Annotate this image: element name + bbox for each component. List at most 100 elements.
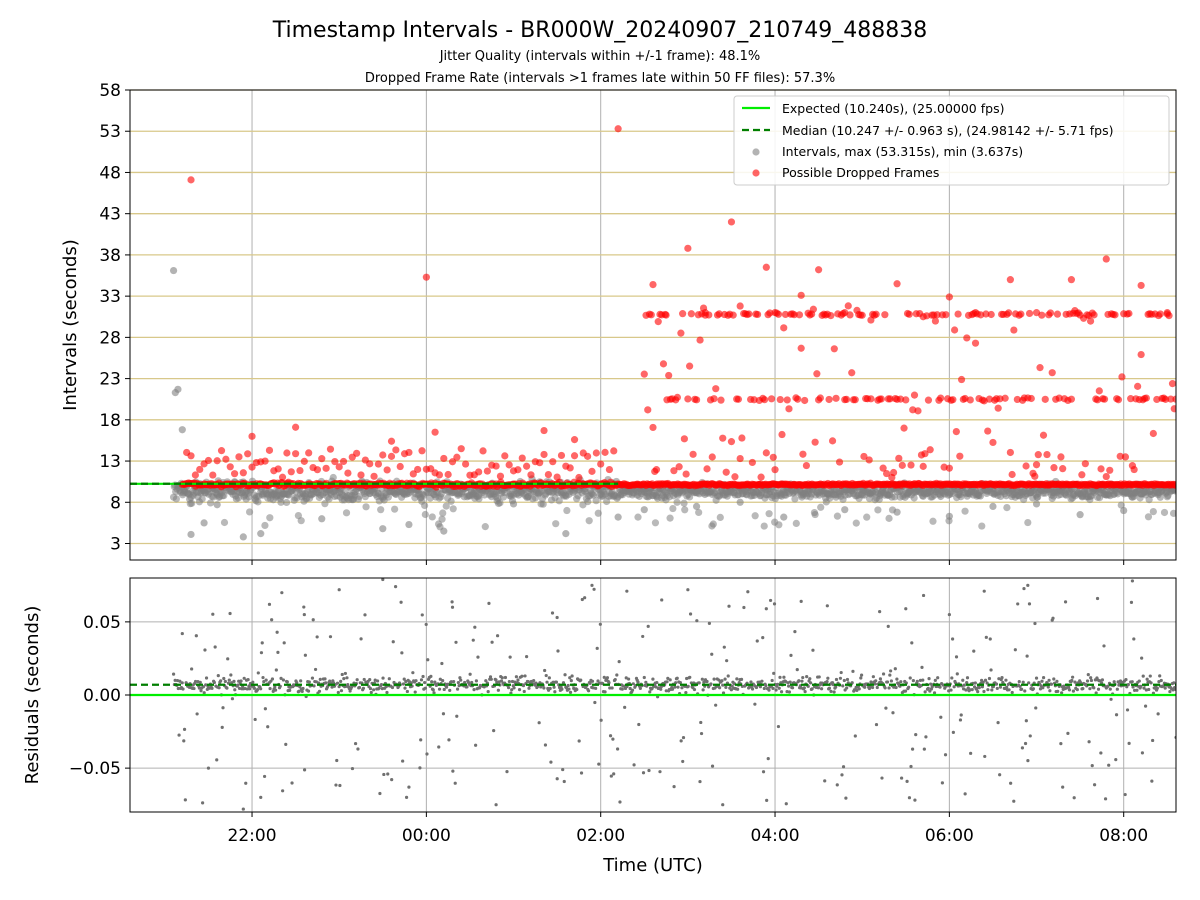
- residual-point: [455, 714, 459, 718]
- residual-point: [602, 675, 606, 679]
- dropped-point: [1102, 255, 1110, 263]
- interval-point: [614, 513, 622, 521]
- dropped-point: [1095, 387, 1103, 395]
- residual-point: [588, 681, 592, 685]
- residual-point: [881, 672, 886, 676]
- residuals-y-tick-label: −0.05: [69, 759, 121, 779]
- residual-point: [913, 798, 917, 802]
- residual-point: [1126, 683, 1130, 687]
- residual-point: [673, 685, 677, 689]
- residual-point: [256, 671, 260, 675]
- dropped-point: [762, 449, 770, 457]
- interval-point: [1144, 513, 1153, 521]
- dropped-point: [865, 456, 873, 464]
- residual-point: [1173, 687, 1176, 691]
- dropped-point: [387, 452, 396, 460]
- dropped-point: [1067, 276, 1075, 284]
- residual-point: [626, 677, 631, 681]
- dropped-point: [717, 396, 725, 404]
- interval-point: [509, 500, 518, 508]
- residual-point: [336, 690, 340, 695]
- dropped-point: [1163, 309, 1171, 317]
- residual-point: [393, 585, 398, 589]
- dropped-point: [996, 395, 1004, 403]
- dropped-point: [440, 454, 448, 463]
- residual-point: [782, 675, 786, 679]
- residual-point: [1150, 779, 1154, 783]
- dropped-point: [924, 396, 933, 404]
- dropped-point: [794, 395, 802, 403]
- interval-point: [669, 504, 677, 513]
- dropped-point: [222, 455, 230, 463]
- residual-point: [907, 685, 911, 689]
- dropped-point: [313, 466, 322, 474]
- interval-point: [1024, 518, 1032, 527]
- residual-point: [834, 685, 838, 689]
- dropped-point: [248, 432, 256, 440]
- residual-point: [274, 668, 278, 672]
- residual-point: [610, 686, 614, 690]
- residual-point: [1124, 678, 1128, 682]
- dropped-point: [300, 457, 308, 465]
- residual-point: [1129, 600, 1134, 604]
- residual-point: [345, 676, 349, 680]
- residual-point: [404, 679, 408, 684]
- residual-point: [678, 680, 682, 685]
- residual-point: [418, 766, 422, 770]
- residual-point: [709, 682, 713, 686]
- interval-point: [200, 519, 208, 527]
- residual-point: [182, 727, 187, 731]
- residual-point: [793, 629, 797, 634]
- residual-point: [301, 686, 305, 691]
- residual-point: [401, 759, 405, 763]
- dropped-point: [549, 458, 557, 466]
- residual-point: [487, 601, 491, 605]
- residual-point: [597, 762, 601, 766]
- interval-point: [440, 527, 448, 535]
- residual-point: [949, 688, 953, 692]
- dropped-point: [879, 464, 887, 472]
- residual-point: [391, 640, 395, 644]
- residual-point: [754, 685, 759, 690]
- dropped-point: [265, 446, 274, 454]
- residual-point: [590, 679, 595, 683]
- x-tick-label: 00:00: [402, 826, 451, 846]
- residual-point: [628, 686, 632, 691]
- residual-point: [863, 685, 867, 689]
- dropped-point: [588, 467, 596, 475]
- dropped-point: [492, 462, 500, 470]
- residual-point: [654, 685, 658, 689]
- dropped-point: [781, 310, 790, 319]
- dropped-point: [684, 395, 692, 403]
- dropped-point: [858, 311, 866, 319]
- interval-point: [1120, 506, 1128, 515]
- dropped-point: [649, 423, 657, 432]
- residual-point: [778, 675, 782, 679]
- residual-point: [783, 679, 788, 683]
- residual-point: [1000, 675, 1004, 680]
- residual-point: [313, 667, 318, 672]
- residual-point: [425, 752, 429, 756]
- dropped-point: [677, 329, 685, 337]
- residual-point: [908, 676, 912, 680]
- interval-point: [874, 506, 882, 514]
- residual-point: [989, 668, 993, 672]
- residual-point: [1013, 648, 1017, 652]
- interval-point: [651, 519, 660, 527]
- dropped-point: [692, 396, 701, 404]
- dropped-point: [780, 324, 788, 332]
- residual-point: [500, 676, 504, 680]
- dropped-point: [204, 456, 213, 465]
- residual-point: [681, 759, 685, 764]
- dropped-point: [832, 394, 840, 402]
- dropped-point: [827, 312, 835, 320]
- residual-point: [808, 681, 813, 685]
- residual-point: [611, 737, 615, 741]
- residual-point: [770, 678, 774, 683]
- residual-point: [973, 681, 977, 685]
- residual-point: [970, 688, 974, 692]
- residual-point: [623, 705, 627, 709]
- interval-point: [673, 498, 681, 506]
- interval-point: [751, 512, 759, 520]
- residual-point: [927, 677, 931, 681]
